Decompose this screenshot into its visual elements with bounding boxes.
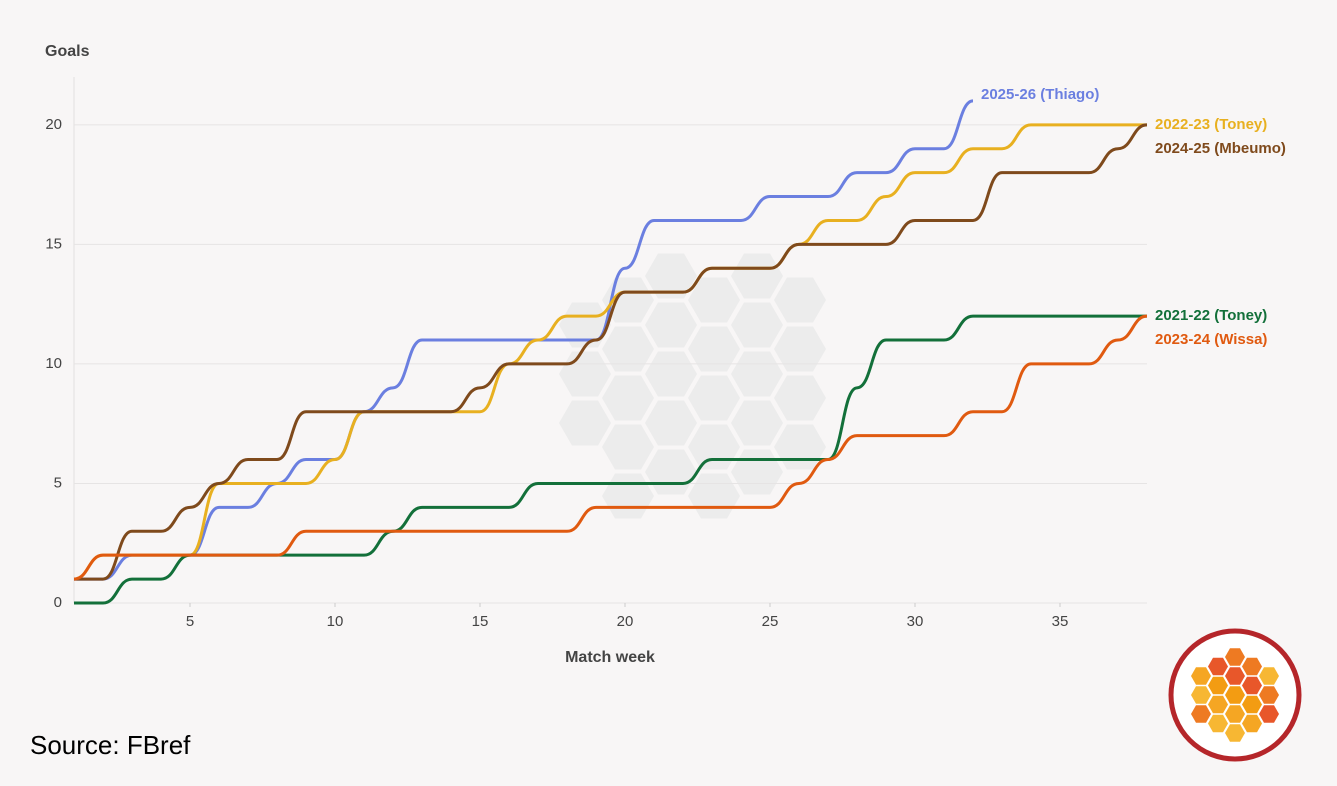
watermark-hex bbox=[602, 424, 654, 470]
x-tick-label: 25 bbox=[762, 613, 779, 630]
watermark-hex bbox=[645, 351, 697, 397]
logo-hex bbox=[1242, 695, 1262, 714]
watermark-hex bbox=[774, 277, 826, 323]
y-tick-label: 10 bbox=[45, 355, 62, 372]
x-tick-label: 30 bbox=[907, 613, 924, 630]
logo-hex bbox=[1225, 648, 1245, 666]
series-label: 2021-22 (Toney) bbox=[1155, 307, 1267, 324]
series-label: 2024-25 (Mbeumo) bbox=[1155, 140, 1286, 157]
y-tick-label: 15 bbox=[45, 235, 62, 252]
watermark-hex bbox=[731, 253, 783, 299]
watermark-hex bbox=[688, 277, 740, 323]
logo-hex bbox=[1259, 686, 1279, 704]
watermark-hex bbox=[645, 302, 697, 348]
y-axis-title: Goals bbox=[45, 43, 90, 60]
logo-hex bbox=[1259, 667, 1279, 685]
y-tick-label: 20 bbox=[45, 116, 62, 133]
watermark-hex bbox=[774, 375, 826, 421]
watermark-hex bbox=[774, 326, 826, 372]
logo-hex bbox=[1208, 695, 1228, 714]
watermark-hex bbox=[602, 326, 654, 372]
watermark-hex bbox=[559, 351, 611, 397]
logo-hex bbox=[1191, 667, 1211, 685]
y-tick-label: 0 bbox=[54, 594, 62, 611]
x-tick-label: 35 bbox=[1052, 613, 1069, 630]
series-label: 2022-23 (Toney) bbox=[1155, 116, 1267, 133]
logo-hex bbox=[1242, 714, 1262, 733]
logo-hex bbox=[1208, 714, 1228, 733]
watermark-hex bbox=[559, 302, 611, 348]
y-tick-label: 5 bbox=[54, 474, 62, 491]
series-line bbox=[73, 123, 1148, 581]
x-tick-label: 20 bbox=[617, 613, 634, 630]
logo bbox=[1168, 628, 1302, 762]
logo-hex bbox=[1208, 657, 1228, 676]
logo-hex bbox=[1191, 686, 1211, 704]
logo-hex bbox=[1242, 657, 1262, 676]
watermark-hex bbox=[559, 400, 611, 446]
watermark-hex bbox=[602, 473, 654, 519]
logo-hex bbox=[1242, 676, 1262, 695]
x-tick-label: 10 bbox=[327, 613, 344, 630]
watermark-hex bbox=[688, 473, 740, 519]
watermark-hex bbox=[731, 400, 783, 446]
source-note: Source: FBref bbox=[30, 730, 191, 760]
series-line bbox=[73, 123, 1147, 581]
series-line bbox=[73, 314, 1148, 581]
logo-hex bbox=[1208, 676, 1228, 695]
x-tick-label: 5 bbox=[186, 613, 194, 630]
watermark-hex bbox=[731, 351, 783, 397]
watermark-hex bbox=[688, 326, 740, 372]
logo-hex bbox=[1225, 667, 1245, 685]
watermark-hex bbox=[602, 375, 654, 421]
watermark-hex bbox=[645, 253, 697, 299]
series-label: 2025-26 (Thiago) bbox=[981, 86, 1099, 103]
watermark-hex bbox=[688, 424, 740, 470]
watermark-hex bbox=[688, 375, 740, 421]
logo-hex bbox=[1225, 705, 1245, 723]
watermark-hex bbox=[731, 449, 783, 495]
watermark-hex bbox=[645, 400, 697, 446]
series-line bbox=[73, 99, 974, 581]
series-label: 2023-24 (Wissa) bbox=[1155, 331, 1267, 348]
x-tick-label: 15 bbox=[472, 613, 489, 630]
x-axis-title: Match week bbox=[565, 649, 655, 666]
watermark-hex bbox=[645, 449, 697, 495]
logo-hex bbox=[1191, 705, 1211, 723]
logo-hex bbox=[1225, 686, 1245, 704]
watermark-hex bbox=[731, 302, 783, 348]
logo-hex bbox=[1259, 705, 1279, 723]
logo-hex bbox=[1225, 724, 1245, 742]
